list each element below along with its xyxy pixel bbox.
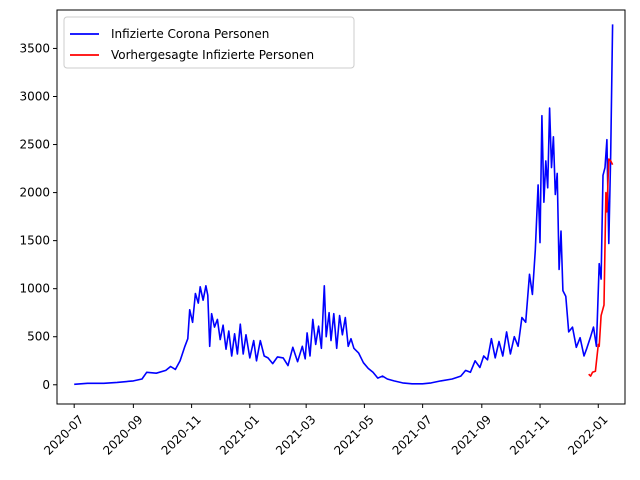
axes-frame	[56, 9, 626, 405]
y-tick-label: 1500	[19, 234, 50, 248]
series-line-2	[588, 158, 614, 377]
y-tick-label: 0	[42, 378, 50, 392]
legend-label-1: Infizierte Corona Personen	[111, 27, 269, 41]
legend-box	[63, 16, 355, 69]
y-tick-label: 3000	[19, 89, 50, 103]
y-tick-label: 3500	[19, 41, 50, 55]
series-line-1	[74, 24, 614, 386]
legend-label-2: Vorhergesagte Infizierte Personen	[111, 48, 314, 62]
y-tick-label: 2000	[19, 186, 50, 200]
y-axis: 0 500 1000 1500 2000 2500 3000 3500	[19, 41, 57, 392]
y-tick-label: 2500	[19, 138, 50, 152]
plot-lines	[74, 24, 614, 386]
y-tick-label: 500	[27, 330, 50, 344]
legend: Infizierte Corona Personen Vorhergesagte …	[63, 16, 355, 69]
y-tick-label: 1000	[19, 282, 50, 296]
